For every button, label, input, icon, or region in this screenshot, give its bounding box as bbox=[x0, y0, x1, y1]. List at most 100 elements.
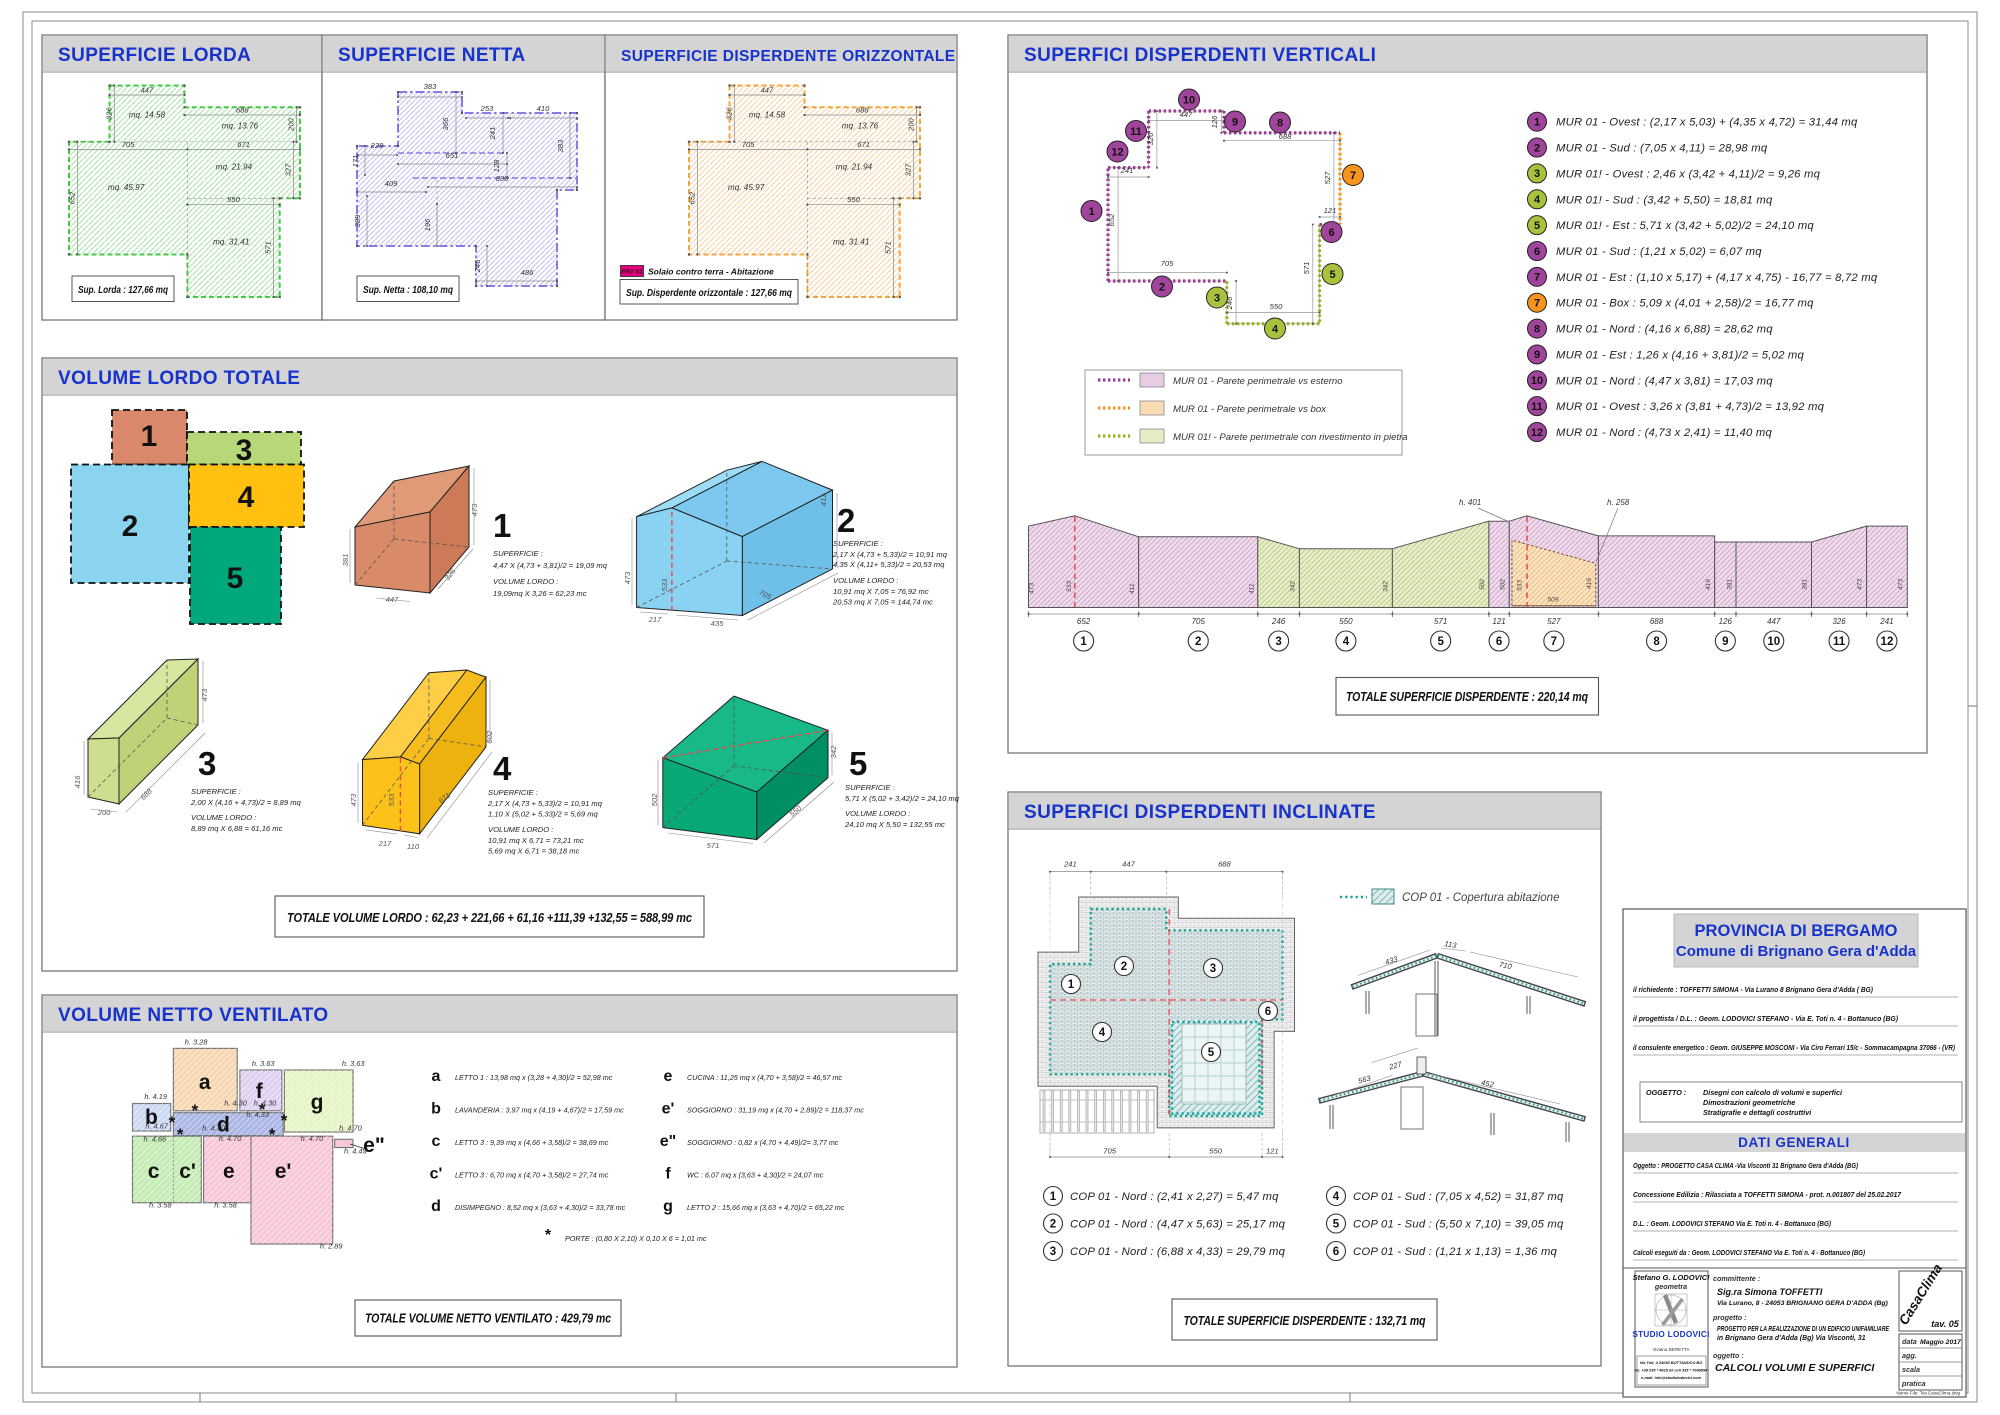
wall-num-circle-9 bbox=[1224, 110, 1246, 133]
cop-circle-3 bbox=[1042, 1240, 1064, 1262]
elevation-dim-label: 527 bbox=[1547, 617, 1561, 626]
door-asterisk: * bbox=[192, 1101, 199, 1120]
roof-dim-top: 241 bbox=[1063, 860, 1077, 869]
mur-circle-2 bbox=[1527, 163, 1547, 184]
volume-1-text: 4,47 X (4,73 + 3,81)/2 = 19,09 mq bbox=[493, 561, 608, 570]
title-block: PROVINCIA DI BERGAMO Comune di Brignano … bbox=[1622, 908, 1967, 1398]
wall-num-label-12: 12 bbox=[1111, 147, 1123, 159]
panel-superfici-disperdenti-inclinate-title: SUPERFICI DISPERDENTI INCLINATE bbox=[1024, 802, 1376, 823]
elevation-dim-label: 705 bbox=[1192, 617, 1206, 626]
volume-solid-5 bbox=[661, 695, 829, 841]
line bbox=[125, 732, 206, 813]
cop-circle-6 bbox=[1325, 1240, 1347, 1262]
orizz-dim-label: 550 bbox=[847, 195, 860, 204]
studio-address-box bbox=[1636, 1355, 1707, 1386]
orizz-dim-label: 652 bbox=[688, 191, 697, 204]
volume-4-number: 4 bbox=[493, 750, 512, 787]
cop-circle-1 bbox=[1042, 1185, 1064, 1207]
elevation-height-label: 533 bbox=[1517, 580, 1524, 591]
line bbox=[667, 832, 754, 844]
roof-section-lower-dim: 563 bbox=[1357, 1073, 1372, 1085]
netto-item-letter: e bbox=[664, 1068, 673, 1085]
line bbox=[90, 808, 118, 813]
incl-totale-label: TOTALE SUPERFICIE DISPERDENTE : 132,71 m… bbox=[1184, 1313, 1426, 1328]
lorda-dim-label: 705 bbox=[122, 140, 135, 149]
panel-superficie-disperdente-orizzontale-title: SUPERFICIE DISPERDENTE ORIZZONTALE bbox=[621, 48, 956, 65]
netta-dim-label: 389 bbox=[353, 214, 362, 227]
wall-num-circle-6 bbox=[1320, 221, 1343, 243]
dati-row: Oggetto : PROGETTO CASA CLIMA -Via Visco… bbox=[1633, 1161, 1859, 1170]
elevation-dim-label: 241 bbox=[1879, 617, 1893, 626]
elevation-num-circle-9 bbox=[1714, 630, 1736, 652]
mur-circle-6 bbox=[1527, 266, 1547, 287]
volume-3-text: 2,00 X (4,16 + 4,73)/2 = 8,89 mq bbox=[190, 798, 302, 807]
netto-item-text: LAVANDERIA : 3,97 mq x (4,19 + 4,67)/2 =… bbox=[455, 1106, 624, 1115]
volume-solid-2-face bbox=[636, 507, 743, 617]
wall-num-label-2: 2 bbox=[1159, 282, 1165, 294]
title-block-row: il consulente energetico : Geom. GIUSEPP… bbox=[1633, 1043, 1956, 1052]
elevation-segment bbox=[1488, 520, 1510, 608]
volume-solid-1 bbox=[353, 464, 471, 595]
wall-num-circle-11 bbox=[1125, 120, 1147, 142]
roof-zone-num-5: 5 bbox=[1208, 1047, 1215, 1059]
roof-section-upper: 433 113 710 bbox=[1350, 939, 1587, 1036]
elevation-dim-label: 688 bbox=[1650, 617, 1664, 626]
mur-circle-num-11: 11 bbox=[1531, 401, 1543, 413]
orizz-area-label: mq. 14.58 bbox=[749, 110, 786, 119]
netta-dim-label: 410 bbox=[537, 104, 550, 113]
room-height-label: h. 4.33 bbox=[246, 1110, 269, 1119]
orizz-dim-label: 688 bbox=[856, 105, 869, 114]
volume-4-text: 2,17 X (4,73 + 5,33)/2 = 10,91 mq bbox=[487, 799, 603, 808]
room-g-hatch bbox=[284, 1070, 353, 1132]
wall-plan-dim-label: 126 bbox=[1210, 115, 1219, 128]
room-label-g: g bbox=[311, 1091, 324, 1114]
mur-circle-10 bbox=[1527, 370, 1547, 391]
room-height-label: h. 4.30 bbox=[224, 1099, 247, 1108]
roof-zone-num-6: 6 bbox=[1265, 1006, 1271, 1018]
oggetto-line: Disegni con calcolo di volumi e superfic… bbox=[1703, 1088, 1843, 1097]
room-height-label: h. 4.70 bbox=[301, 1134, 324, 1143]
orizz-dim-label: 326 bbox=[724, 107, 733, 120]
volume-3-number: 3 bbox=[198, 745, 216, 782]
netta-dim-label: 383 bbox=[424, 82, 437, 91]
lorda-dim-label: 200 bbox=[287, 117, 296, 131]
mur-item-text-7: MUR 01 - Box : 5,09 x (4,01 + 2,58)/2 = … bbox=[1556, 298, 1814, 310]
mur-circle-num-5: 6 bbox=[1534, 246, 1540, 258]
roof-section-upper-dim: 710 bbox=[1498, 960, 1513, 971]
wall-num-label-10: 10 bbox=[1183, 95, 1195, 107]
room-height-label: h. 4.66 bbox=[144, 1135, 167, 1144]
tb-table-value: Maggio 2017 bbox=[1920, 1339, 1962, 1346]
mur-item-text-2: MUR 01! - Ovest : 2,46 x (3,42 + 4,11)/2… bbox=[1556, 168, 1821, 180]
wall-num-circle-3 bbox=[1206, 286, 1228, 309]
wall-plan-dim-lines bbox=[1108, 111, 1340, 324]
lorda-dim-label: 326 bbox=[104, 107, 113, 120]
mur-circle-3 bbox=[1527, 189, 1547, 210]
mur-circle-num-12: 12 bbox=[1531, 427, 1543, 439]
cop-num-4: 4 bbox=[1333, 1191, 1340, 1203]
volume-zone-4 bbox=[188, 463, 305, 528]
room-height-label: h. 3.28 bbox=[185, 1038, 208, 1047]
room-height-label: h. 3.63 bbox=[342, 1059, 365, 1068]
netto-item-letter: g bbox=[663, 1198, 673, 1215]
vert-totale-label: TOTALE SUPERFICIE DISPERDENTE : 220,14 m… bbox=[1346, 689, 1588, 704]
volume-solid-4-hidden-edge bbox=[362, 738, 430, 826]
wall-num-circle-1 bbox=[1080, 200, 1103, 222]
volume-4-text: 5,69 mq X 6,71 = 38,18 mc bbox=[488, 847, 580, 856]
lorda-dim-label: 571 bbox=[264, 241, 273, 254]
lorda-area-label: mq. 14.58 bbox=[129, 110, 166, 119]
line bbox=[403, 834, 418, 838]
volume-2-dim: 411 bbox=[819, 494, 828, 506]
mur-circle-num-6: 7 bbox=[1534, 272, 1540, 284]
netta-dim-label: 196 bbox=[423, 218, 432, 231]
elevation-height-label: 473 bbox=[1898, 579, 1905, 590]
tav-label: tav. 05 bbox=[1931, 1319, 1960, 1329]
volume-4-dim: 473 bbox=[349, 793, 358, 806]
volume-5-dim: 502 bbox=[650, 793, 659, 806]
roof-section-lower: 563 227 452 bbox=[1318, 1056, 1587, 1142]
elevation-height-label: 502 bbox=[1479, 579, 1486, 590]
elevation-num-circle-5 bbox=[1430, 630, 1452, 652]
roof-section-upper-dim: 433 bbox=[1384, 954, 1399, 967]
volume-4-dim: 502 bbox=[485, 730, 494, 743]
vol-totale-label: TOTALE VOLUME LORDO : 62,23 + 221,66 + 6… bbox=[287, 910, 693, 925]
